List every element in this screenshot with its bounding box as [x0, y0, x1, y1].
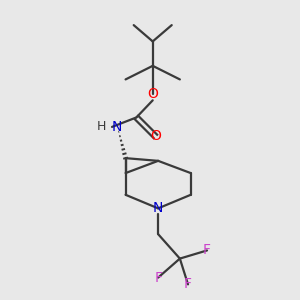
Text: N: N	[153, 201, 163, 215]
Text: N: N	[112, 120, 122, 134]
Text: F: F	[154, 271, 162, 285]
Text: F: F	[203, 243, 211, 257]
Text: F: F	[184, 278, 192, 291]
Text: O: O	[147, 87, 158, 101]
Text: O: O	[150, 129, 161, 143]
Text: H: H	[97, 120, 106, 134]
